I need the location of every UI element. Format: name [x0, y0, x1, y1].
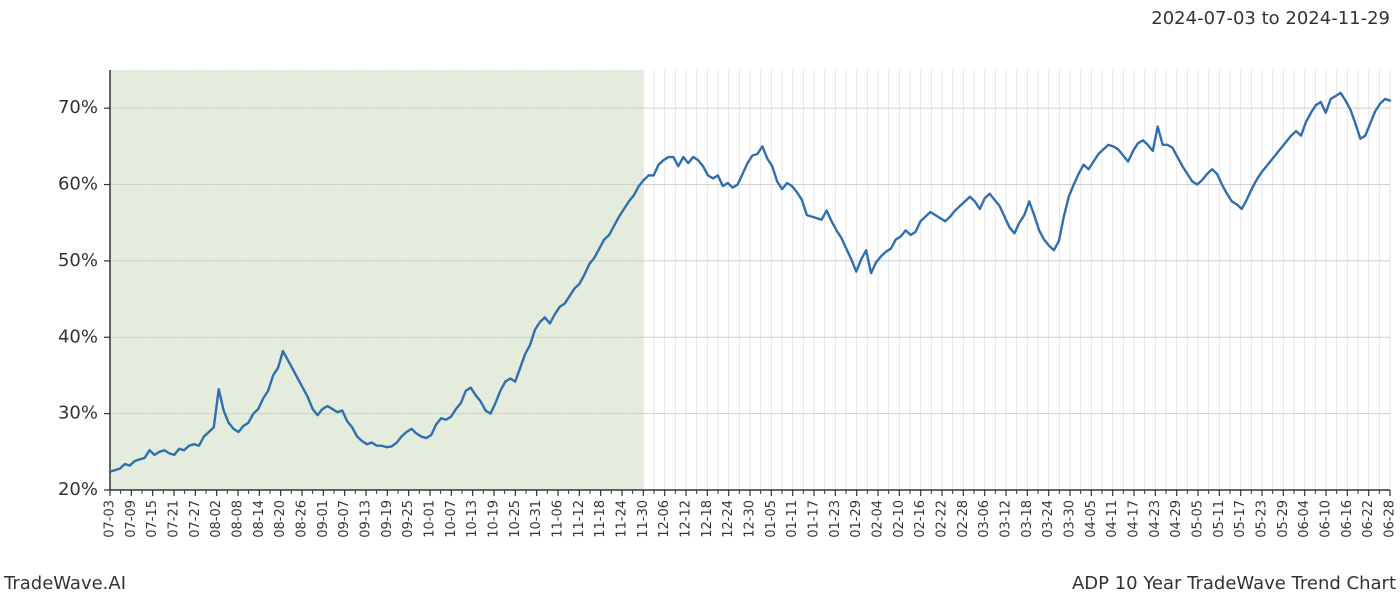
x-tick-label: 10-31 — [529, 500, 544, 538]
x-tick-label: 11-24 — [615, 500, 630, 538]
x-tick-label: 06-22 — [1361, 500, 1376, 538]
y-tick-label: 60% — [58, 174, 98, 195]
x-tick-label: 05-29 — [1276, 500, 1291, 538]
y-tick-label: 30% — [58, 403, 98, 424]
x-axis-ticks: 07-03 07-09 07-15 07-21 07-27 08-02 08-08 08-14… — [103, 490, 1398, 538]
brand-label: TradeWave.AI — [4, 573, 126, 594]
x-tick-label: 10-19 — [487, 500, 502, 538]
x-tick-label: 02-16 — [913, 500, 928, 538]
x-tick-label: 06-04 — [1297, 500, 1312, 538]
x-tick-label: 06-28 — [1383, 500, 1398, 538]
x-tick-label: 12-24 — [721, 500, 736, 538]
x-tick-label: 10-01 — [423, 500, 438, 538]
x-tick-label: 11-18 — [593, 500, 608, 538]
x-tick-label: 11-06 — [551, 500, 566, 538]
x-tick-label: 06-16 — [1340, 500, 1355, 538]
y-tick-label: 40% — [58, 326, 98, 347]
x-tick-label: 12-06 — [657, 500, 672, 538]
x-tick-label: 07-27 — [188, 500, 203, 538]
x-tick-label: 01-05 — [764, 500, 779, 538]
x-tick-label: 07-15 — [145, 500, 160, 538]
x-tick-label: 08-14 — [252, 500, 267, 538]
y-axis-ticks: 20% 30% 40% 50% 60% 70% — [58, 97, 110, 500]
grid — [110, 70, 1390, 490]
x-tick-label: 08-02 — [209, 500, 224, 538]
x-tick-label: 04-11 — [1105, 500, 1120, 538]
date-range-label: 2024-07-03 to 2024-11-29 — [1151, 8, 1390, 29]
x-tick-label: 05-23 — [1255, 500, 1270, 538]
x-tick-label: 09-25 — [401, 500, 416, 538]
x-tick-label: 09-07 — [337, 500, 352, 538]
x-tick-label: 04-17 — [1127, 500, 1142, 538]
x-tick-label: 02-22 — [935, 500, 950, 538]
x-tick-label: 03-30 — [1063, 500, 1078, 538]
x-tick-label: 09-13 — [359, 500, 374, 538]
x-tick-label: 08-26 — [295, 500, 310, 538]
x-tick-label: 04-23 — [1148, 500, 1163, 538]
x-tick-label: 02-04 — [871, 500, 886, 538]
x-tick-label: 07-21 — [167, 500, 182, 538]
x-tick-label: 05-11 — [1212, 500, 1227, 538]
x-tick-label: 12-18 — [700, 500, 715, 538]
x-tick-label: 10-13 — [465, 500, 480, 538]
x-tick-label: 08-08 — [231, 500, 246, 538]
x-tick-label: 11-12 — [572, 500, 587, 538]
x-tick-label: 07-09 — [124, 500, 139, 538]
x-tick-label: 12-12 — [679, 500, 694, 538]
x-tick-label: 05-05 — [1191, 500, 1206, 538]
y-tick-label: 70% — [58, 97, 98, 118]
chart-title: ADP 10 Year TradeWave Trend Chart — [1072, 573, 1396, 594]
y-tick-label: 20% — [58, 479, 98, 500]
x-tick-label: 09-19 — [380, 500, 395, 538]
x-tick-label: 10-25 — [508, 500, 523, 538]
x-tick-label: 04-05 — [1084, 500, 1099, 538]
x-tick-label: 10-07 — [444, 500, 459, 538]
x-tick-label: 11-30 — [636, 500, 651, 538]
x-tick-label: 01-23 — [828, 500, 843, 538]
x-tick-label: 03-06 — [977, 500, 992, 538]
x-tick-label: 07-03 — [103, 500, 118, 538]
x-tick-label: 03-24 — [1041, 500, 1056, 538]
x-tick-label: 01-17 — [807, 500, 822, 538]
x-tick-label: 03-18 — [1020, 500, 1035, 538]
x-tick-label: 02-28 — [956, 500, 971, 538]
x-tick-label: 01-11 — [785, 500, 800, 538]
x-tick-label: 04-29 — [1169, 500, 1184, 538]
x-tick-label: 12-30 — [743, 500, 758, 538]
x-tick-label: 08-20 — [273, 500, 288, 538]
y-tick-label: 50% — [58, 250, 98, 271]
x-tick-label: 05-17 — [1233, 500, 1248, 538]
x-tick-label: 09-01 — [316, 500, 331, 538]
x-tick-label: 06-10 — [1319, 500, 1334, 538]
x-tick-label: 03-12 — [999, 500, 1014, 538]
chart-container: 2024-07-03 to 2024-11-29 20%30%40%50%60%… — [0, 0, 1400, 600]
trend-chart: 20%30%40%50%60%70%07-0307-0907-1507-2107… — [0, 0, 1400, 600]
x-tick-label: 02-10 — [892, 500, 907, 538]
x-tick-label: 01-29 — [849, 500, 864, 538]
